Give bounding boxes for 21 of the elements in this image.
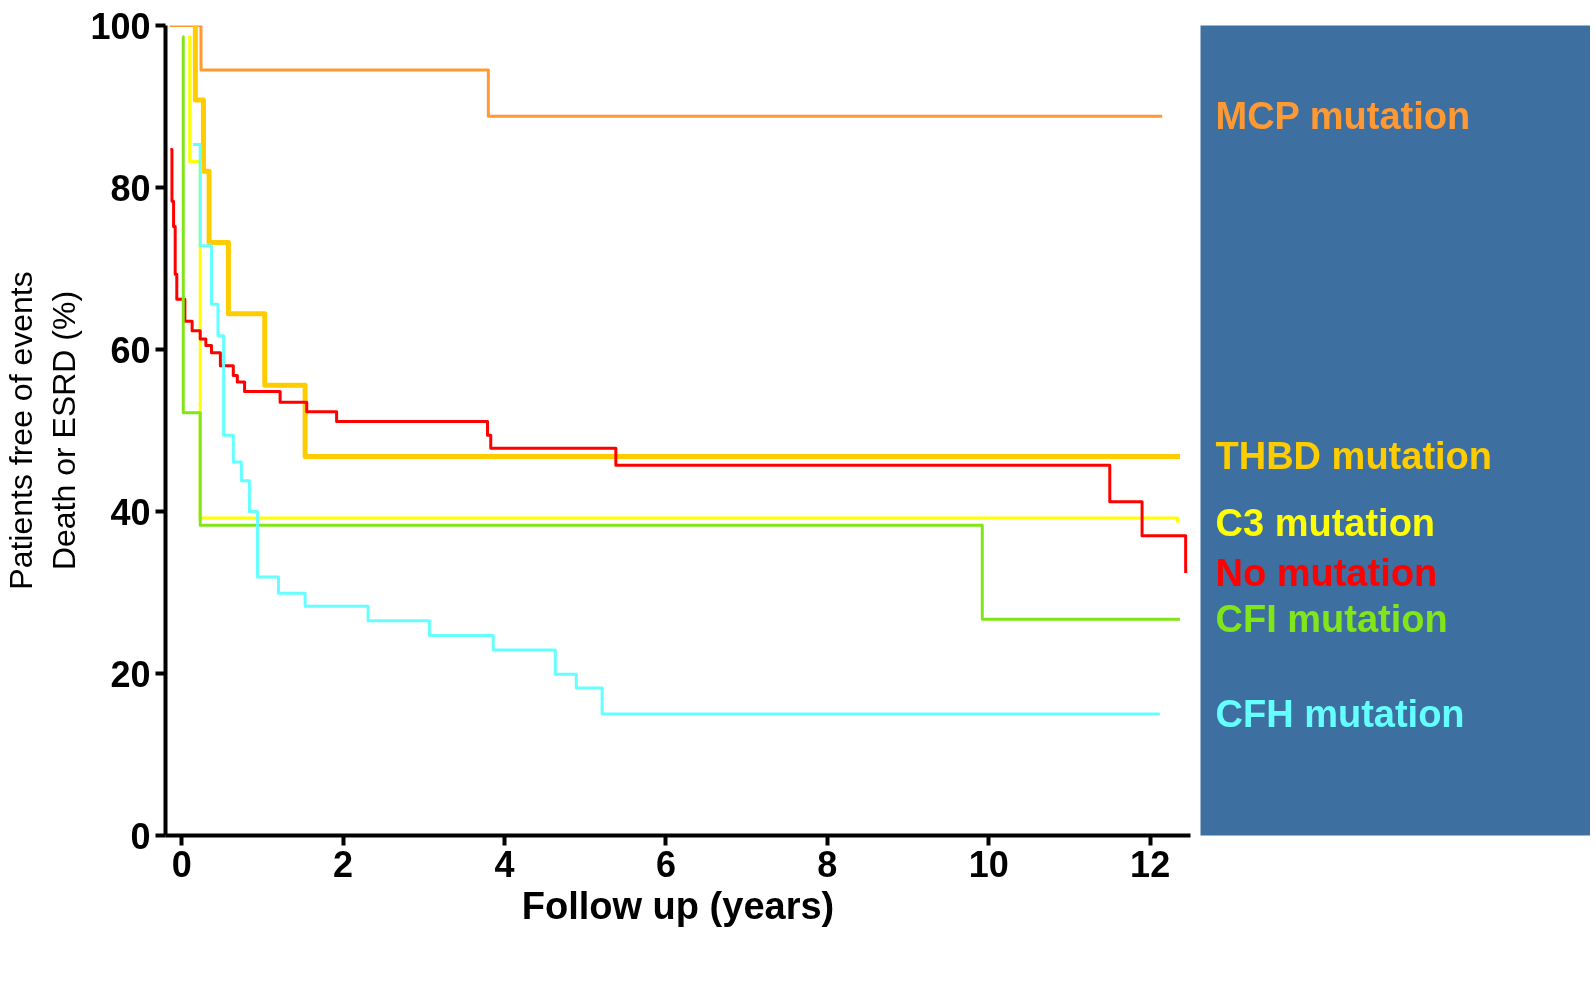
series-label: CFI mutation <box>1215 598 1448 641</box>
y-tick-label: 20 <box>110 653 151 695</box>
y-tick-label: 40 <box>110 491 151 533</box>
series-label: CFH mutation <box>1215 693 1465 735</box>
series-label: THBD mutation <box>1215 435 1493 478</box>
x-tick-label: 2 <box>333 843 354 885</box>
y-tick-label: 60 <box>110 329 151 371</box>
series-label: MCP mutation <box>1215 95 1471 138</box>
x-tick-label: 4 <box>494 843 515 885</box>
series-label: No mutation <box>1215 552 1438 595</box>
y-tick-label: 80 <box>110 167 151 209</box>
x-tick-label: 6 <box>655 843 676 885</box>
x-axis-title: Follow up (years) <box>521 884 835 927</box>
x-tick-label: 0 <box>171 843 192 885</box>
y-tick-label: 0 <box>130 815 151 857</box>
y-axis-title: Patients free of events Death or ESRD (%) <box>3 271 83 590</box>
x-tick-label: 8 <box>817 843 838 885</box>
series-label: C3 mutation <box>1215 501 1436 544</box>
y-tick-label: 100 <box>90 5 151 47</box>
x-tick-label: 10 <box>968 843 1009 885</box>
x-tick-label: 12 <box>1130 843 1171 885</box>
